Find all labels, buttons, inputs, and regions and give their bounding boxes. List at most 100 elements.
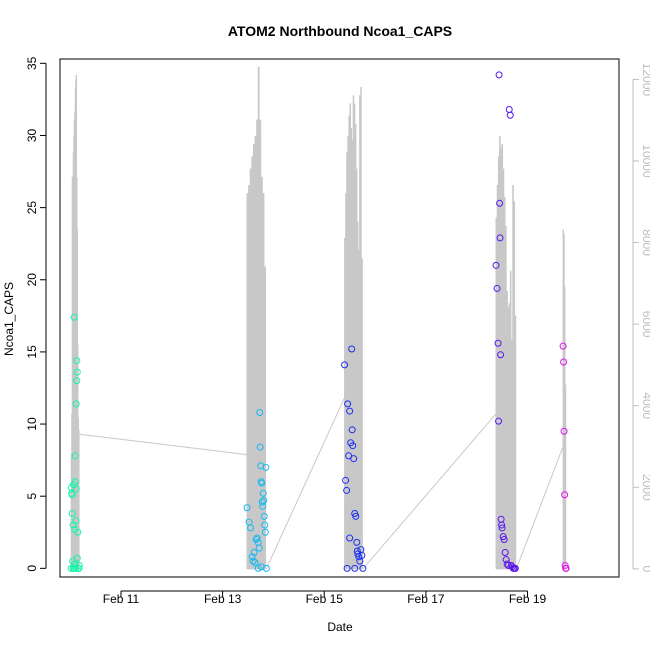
y2-tick-label-4: 8000 — [640, 229, 650, 256]
point-s1-15 — [258, 498, 266, 506]
point-s1-23 — [262, 564, 270, 572]
y2-tick-label-2: 4000 — [640, 392, 650, 419]
point-s1-19 — [260, 512, 268, 520]
point-s2-20 — [359, 564, 367, 572]
point-s3-2 — [494, 339, 502, 347]
y2-tick-label-1: 2000 — [640, 474, 650, 501]
point-s2-3 — [344, 400, 352, 408]
point-s1-18 — [260, 497, 268, 505]
point-s0-27 — [73, 554, 81, 562]
secondary-burst-2 — [344, 87, 363, 570]
point-s1-22 — [262, 463, 270, 471]
point-s2-8 — [348, 426, 356, 434]
plot-frame — [59, 58, 620, 578]
secondary-connector-2 — [362, 413, 497, 570]
point-s1-26 — [257, 563, 265, 571]
point-s2-22 — [351, 564, 359, 572]
point-s3-17 — [505, 106, 513, 114]
x-tick-label-0: Feb 11 — [103, 592, 140, 606]
y2-tick-label-5: 10000 — [640, 144, 650, 178]
point-s0-22 — [75, 564, 83, 572]
point-s2-7 — [348, 345, 356, 353]
point-s2-9 — [349, 442, 357, 450]
y-tick-label-7: 35 — [25, 56, 39, 70]
point-s1-5 — [251, 559, 259, 567]
point-s0-10 — [71, 478, 79, 486]
point-s1-20 — [261, 521, 269, 529]
point-s1-10 — [256, 409, 264, 417]
y-tick-label-2: 10 — [25, 417, 39, 431]
y-tick-label-4: 20 — [25, 273, 39, 287]
point-s1-0 — [243, 504, 251, 512]
x-tick-label-2: Feb 15 — [306, 592, 344, 606]
secondary-connector-0 — [79, 433, 248, 456]
point-s0-14 — [72, 485, 80, 493]
secondary-connector-1 — [265, 397, 346, 570]
point-s1-24 — [249, 557, 257, 565]
point-s4-6 — [562, 564, 570, 572]
point-s4-2 — [560, 427, 568, 435]
point-s2-2 — [343, 486, 351, 494]
point-s0-23 — [75, 561, 83, 569]
point-s0-1 — [67, 564, 75, 572]
y-tick-label-5: 25 — [25, 201, 39, 215]
point-s3-16 — [504, 561, 512, 569]
point-s3-4 — [495, 71, 503, 79]
point-s3-15 — [503, 560, 511, 568]
point-s1-2 — [247, 524, 255, 532]
x-axis-label: Date — [327, 620, 353, 634]
point-s0-19 — [74, 528, 82, 536]
secondary-burst-1 — [246, 66, 267, 570]
point-s4-0 — [559, 342, 567, 350]
y2-tick-label-3: 6000 — [640, 311, 650, 338]
point-s3-10 — [498, 524, 506, 532]
secondary-burst-4 — [562, 229, 567, 570]
point-s3-3 — [495, 417, 503, 425]
point-s1-3 — [248, 553, 256, 561]
point-s3-1 — [493, 284, 501, 292]
x-tick-label-1: Feb 13 — [204, 592, 242, 606]
point-s2-1 — [342, 476, 350, 484]
point-s2-0 — [341, 361, 349, 369]
point-s3-18 — [506, 111, 514, 119]
y-tick-label-3: 15 — [25, 345, 39, 359]
point-s1-17 — [259, 489, 267, 497]
point-s3-0 — [492, 261, 500, 269]
point-s3-23 — [511, 564, 519, 572]
point-s2-23 — [343, 564, 351, 572]
y-tick-label-0: 0 — [25, 565, 39, 572]
y-axis-label: Ncoa1_CAPS — [2, 282, 16, 356]
point-s2-5 — [346, 407, 354, 415]
point-s3-7 — [497, 351, 505, 359]
point-s0-16 — [73, 377, 81, 385]
point-s3-11 — [499, 533, 507, 541]
point-s0-12 — [72, 517, 80, 525]
y2-tick-label-6: 12000 — [640, 63, 650, 97]
axis-layer: 0 5 10 15 20 25 30 35 0 2000 4000 6000 8000 10000 1200… — [25, 56, 650, 606]
point-s2-13 — [353, 538, 361, 546]
point-s1-14 — [258, 479, 266, 487]
x-tick-label-3: Feb 17 — [407, 592, 445, 606]
point-s2-12 — [352, 512, 360, 520]
point-s3-12 — [500, 535, 508, 543]
point-s2-11 — [351, 510, 359, 518]
secondary-connector-3 — [515, 446, 564, 570]
point-s2-4 — [345, 452, 353, 460]
point-s0-15 — [72, 400, 80, 408]
point-s3-6 — [496, 234, 504, 242]
point-s0-7 — [70, 313, 78, 321]
point-s1-21 — [261, 528, 269, 536]
y2-tick-label-0: 0 — [640, 565, 650, 572]
point-s1-12 — [257, 462, 265, 470]
point-s0-25 — [68, 489, 76, 497]
point-s0-17 — [73, 357, 81, 365]
point-s3-9 — [498, 521, 506, 529]
point-s0-18 — [73, 368, 81, 376]
point-s0-3 — [68, 510, 76, 518]
point-s0-26 — [71, 560, 79, 568]
point-s1-11 — [256, 443, 264, 451]
point-s1-4 — [250, 548, 258, 556]
point-s3-5 — [496, 199, 504, 207]
point-s4-1 — [560, 358, 568, 366]
